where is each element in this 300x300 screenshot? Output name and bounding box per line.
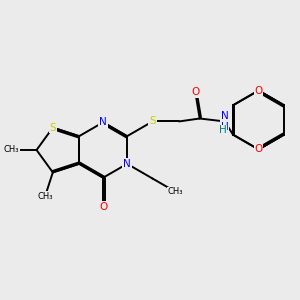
Text: O: O (191, 87, 200, 97)
Text: O: O (254, 85, 262, 96)
Text: S: S (50, 123, 56, 133)
Text: CH₃: CH₃ (37, 192, 53, 201)
Text: O: O (254, 144, 262, 154)
Text: N: N (123, 159, 131, 169)
Text: H: H (219, 125, 227, 135)
Text: O: O (99, 202, 107, 212)
Text: CH₃: CH₃ (168, 187, 183, 196)
Text: N
H: N H (221, 111, 229, 132)
Text: S: S (149, 116, 156, 126)
Text: CH₃: CH₃ (4, 146, 19, 154)
Text: N: N (99, 117, 107, 127)
